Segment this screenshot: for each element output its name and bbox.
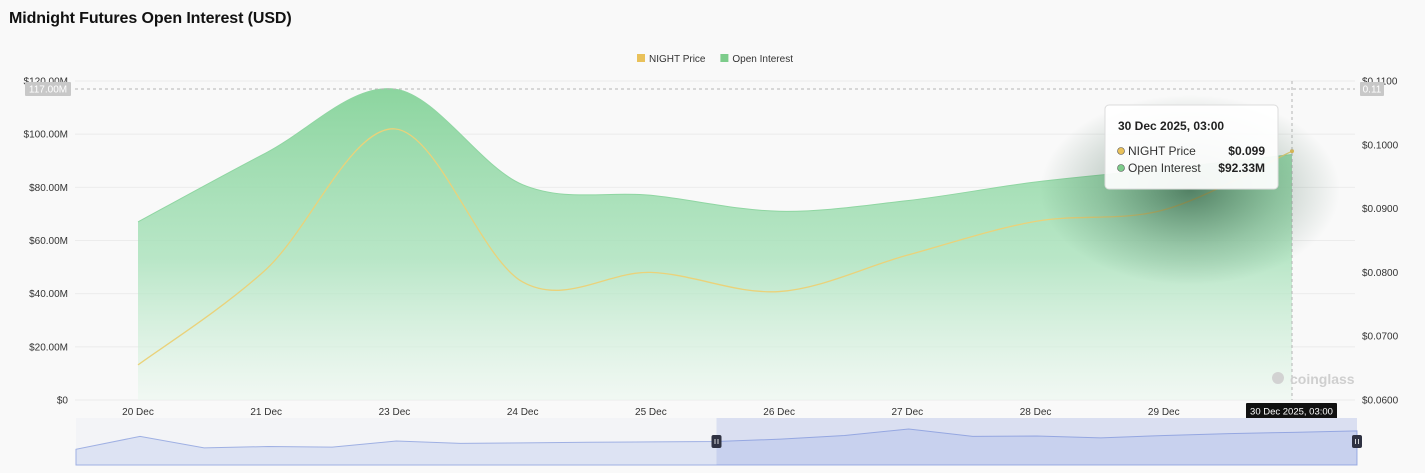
y-right-tick-label: $0.0900: [1362, 204, 1399, 215]
tooltip: 30 Dec 2025, 03:00 NIGHT Price $0.099 Open …: [1040, 95, 1340, 285]
legend: NIGHT Price Open Interest: [637, 54, 793, 65]
x-tick-label: 25 Dec: [635, 407, 667, 418]
y-left-tick-label: $80.00M: [29, 183, 68, 194]
tooltip-row-label: NIGHT Price: [1128, 144, 1196, 158]
navigator-left-handle[interactable]: [711, 435, 722, 448]
x-tick-label: 26 Dec: [763, 407, 795, 418]
y-left-tick-label: $100.00M: [24, 130, 68, 141]
crosshair-left-label: 117.00M: [29, 84, 67, 95]
legend-swatch: [720, 54, 729, 62]
x-tick-label: 28 Dec: [1020, 407, 1052, 418]
y-right-tick-label: $0.0700: [1362, 332, 1399, 343]
tooltip-row-value: $0.099: [1228, 144, 1265, 158]
tooltip-box: [1104, 104, 1279, 190]
x-tick-label: 27 Dec: [891, 407, 923, 418]
open-interest-area: [138, 88, 1292, 400]
watermark: coinglass: [1272, 371, 1355, 387]
tooltip-marker: [1117, 147, 1125, 155]
legend-label: Open Interest: [732, 54, 793, 65]
x-tick-label: 21 Dec: [250, 407, 282, 418]
y-left-tick-label: $40.00M: [29, 289, 68, 300]
crosshair-right-badge: [1360, 81, 1384, 96]
crosshair-x-label: 30 Dec 2025, 03:00: [1250, 407, 1333, 418]
tooltip-row-label: Open Interest: [1128, 161, 1201, 175]
tooltip-title: 30 Dec 2025, 03:00: [1118, 119, 1224, 133]
x-tick-label: 20 Dec: [122, 407, 154, 418]
navigator-right-handle[interactable]: [1352, 435, 1362, 448]
coinglass-logo-icon: [1272, 372, 1284, 384]
legend-swatch: [637, 54, 645, 62]
crosshair: 117.00M 0.11 30 Dec 2025, 03:00: [25, 81, 1384, 419]
x-tick-label: 29 Dec: [1148, 407, 1180, 418]
tooltip-marker: [1117, 164, 1125, 172]
coinglass-watermark: coinglass: [1290, 371, 1355, 387]
crosshair-left-badge: [25, 81, 71, 96]
legend-label: NIGHT Price: [649, 54, 706, 65]
y-left-tick-label: $60.00M: [29, 236, 68, 247]
y-left-tick-label: $20.00M: [29, 342, 68, 353]
chart-title: Midnight Futures Open Interest (USD): [9, 10, 292, 27]
y-right-tick-label: $0.1000: [1362, 140, 1399, 151]
y-right-tick-label: $0.0600: [1362, 396, 1399, 407]
x-tick-label: 23 Dec: [379, 407, 411, 418]
range-navigator[interactable]: [75, 418, 1362, 466]
tooltip-row-value: $92.33M: [1218, 161, 1265, 175]
crosshair-x-badge: [1246, 403, 1337, 419]
y-left-tick-label: $0: [57, 396, 69, 407]
y-right-tick-label: $0.0800: [1362, 268, 1399, 279]
navigator-selection: [716, 418, 1357, 465]
crosshair-right-label: 0.11: [1363, 84, 1382, 95]
x-tick-label: 24 Dec: [507, 407, 539, 418]
